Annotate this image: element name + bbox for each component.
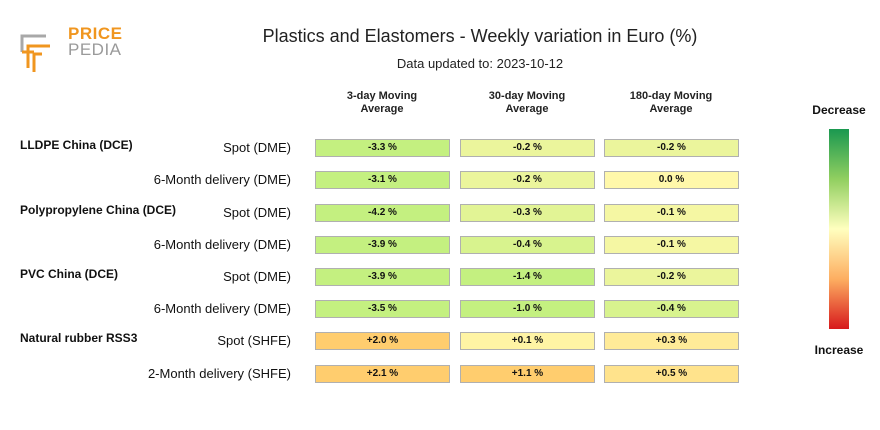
column-header: 3-day Moving Average xyxy=(312,90,452,116)
row-label: Spot (SHFE) xyxy=(217,333,291,348)
heatmap-cell: +0.5 % xyxy=(604,365,739,383)
logo-mark-icon xyxy=(20,34,50,72)
heatmap-cell: 0.0 % xyxy=(604,171,739,189)
column-header-line: Average xyxy=(505,103,549,115)
logo-text-price: PRICE xyxy=(68,24,123,43)
pricepedia-logo: PRICE PEDIA xyxy=(20,24,130,74)
row-label: 2-Month delivery (SHFE) xyxy=(147,366,291,381)
group-label: Polypropylene China (DCE) xyxy=(20,203,177,217)
heatmap-cell: -0.1 % xyxy=(604,204,739,222)
column-header-line: Average xyxy=(360,103,404,115)
heatmap-cell: +1.1 % xyxy=(460,365,595,383)
heatmap-cell: -3.3 % xyxy=(315,139,450,157)
group-label: LLDPE China (DCE) xyxy=(20,138,133,152)
heatmap-cell: +2.1 % xyxy=(315,365,450,383)
heatmap-cell: -1.4 % xyxy=(460,268,595,286)
column-header: 30-day Moving Average xyxy=(457,90,597,116)
row-label: Spot (DME) xyxy=(223,205,291,220)
heatmap-cell: -0.4 % xyxy=(460,236,595,254)
column-header-line: Average xyxy=(649,103,693,115)
row-label: Spot (DME) xyxy=(223,140,291,155)
heatmap-cell: -0.2 % xyxy=(460,139,595,157)
legend-decrease-label: Decrease xyxy=(812,103,866,117)
logo-text-pedia: PEDIA xyxy=(68,40,122,59)
column-header-line: 30-day Moving xyxy=(488,90,566,102)
column-header: 180-day Moving Average xyxy=(601,90,741,116)
heatmap-cell: -3.9 % xyxy=(315,236,450,254)
heatmap-cell: +0.1 % xyxy=(460,332,595,350)
heatmap-cell: -3.9 % xyxy=(315,268,450,286)
heatmap-cell: -3.5 % xyxy=(315,300,450,318)
heatmap-cell: -0.2 % xyxy=(604,139,739,157)
heatmap-cell: -0.4 % xyxy=(604,300,739,318)
chart-title: Plastics and Elastomers - Weekly variati… xyxy=(262,26,698,46)
heatmap-cell: -0.3 % xyxy=(460,204,595,222)
heatmap-cell: -0.1 % xyxy=(604,236,739,254)
column-header-line: 180-day Moving xyxy=(629,90,713,102)
heatmap-cell: -0.2 % xyxy=(604,268,739,286)
heatmap-cell: -0.2 % xyxy=(460,171,595,189)
heatmap-cell: +0.3 % xyxy=(604,332,739,350)
chart-subtitle: Data updated to: 2023-10-12 xyxy=(396,56,564,71)
heatmap-cell: -4.2 % xyxy=(315,204,450,222)
group-label: Natural rubber RSS3 xyxy=(20,331,138,345)
column-header-line: 3-day Moving xyxy=(346,90,418,102)
row-label: 6-Month delivery (DME) xyxy=(153,301,291,316)
color-scale-bar xyxy=(829,129,849,329)
row-label: 6-Month delivery (DME) xyxy=(153,172,291,187)
group-label: PVC China (DCE) xyxy=(20,267,119,281)
heatmap-cell: -3.1 % xyxy=(315,171,450,189)
row-label: 6-Month delivery (DME) xyxy=(153,237,291,252)
heatmap-cell: -1.0 % xyxy=(460,300,595,318)
legend-increase-label: Increase xyxy=(814,343,864,357)
row-label: Spot (DME) xyxy=(223,269,291,284)
heatmap-cell: +2.0 % xyxy=(315,332,450,350)
